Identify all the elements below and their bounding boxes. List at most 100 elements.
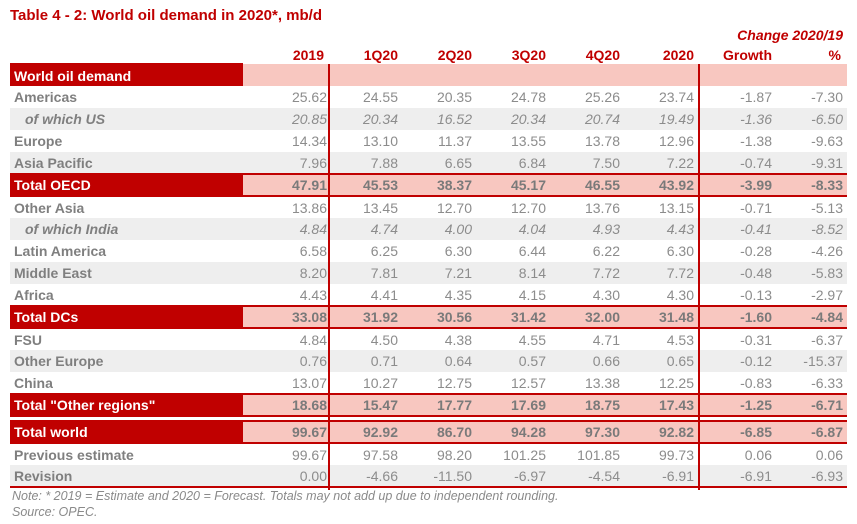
value-cell: 33.08 [243, 305, 330, 329]
value-cell: 23.74 [658, 89, 694, 105]
value-cell: 0.00 [243, 465, 330, 488]
value-cell: 13.45 [362, 199, 398, 216]
value-cell: 8.14 [478, 262, 552, 284]
value-cell: -4.66 [330, 465, 404, 488]
value-cell: 0.64 [404, 350, 478, 372]
table-row: Middle East 8.20 7.81 7.21 8.14 7.72 7.72 -0.48… [10, 262, 847, 284]
value-cell: 13.38 [584, 374, 620, 391]
value-cell: 101.85 [577, 446, 620, 463]
table-row: Total DCs 33.08 31.92 30.56 31.42 32.00 31.48-… [10, 305, 847, 329]
row-label: Total DCs [10, 305, 243, 329]
value-cell: 25.62 [291, 89, 327, 105]
value-cell [330, 64, 404, 86]
value-cell: 4.41 [370, 286, 398, 303]
value-cell: 4.43 [299, 286, 327, 303]
column-header: 1Q20 [363, 47, 398, 63]
row-label: Middle East [10, 262, 243, 284]
value-cell: -6.85 [700, 420, 778, 444]
value-cell: -4.26 [811, 243, 843, 259]
column-header-row: 2019 1Q20 2Q20 3Q20 4Q20 2020 Growth% [10, 44, 847, 64]
value-cell: 45.53 [330, 173, 404, 197]
value-cell: -11.50 [404, 465, 478, 488]
value-cell: 24.55 [362, 89, 398, 105]
value-cell: 16.52 [404, 108, 478, 130]
value-cell: -4.84 [778, 305, 847, 329]
value-cell: 94.28 [478, 420, 552, 444]
value-cell: -6.71 [778, 393, 847, 417]
value-cell: 4.35 [444, 286, 472, 303]
value-cell: 4.84 [243, 218, 330, 240]
value-cell: 0.66 [552, 350, 626, 372]
value-cell: 13.76 [584, 199, 620, 216]
table-row: of which India 4.84 4.74 4.00 4.04 4.93 4.43 -0… [10, 218, 847, 240]
value-cell: 8.20 [243, 262, 330, 284]
row-label: Latin America [14, 243, 107, 259]
value-cell: 18.68 [243, 393, 330, 417]
value-cell: 14.34 [291, 133, 327, 149]
value-cell: 6.30 [666, 243, 694, 259]
table-row: World oil demand [10, 62, 847, 86]
table-row: Revision 0.00 -4.66 -11.50 -6.97 -4.54 -6.91 -6… [10, 465, 847, 488]
value-cell: 45.17 [478, 173, 552, 197]
row-label: Revision [10, 465, 243, 488]
value-cell: 32.00 [552, 305, 626, 329]
vertical-divider-2019 [328, 64, 330, 490]
table-row: Americas 25.62 24.55 20.35 24.78 25.26 23.74 -1… [10, 86, 847, 108]
table-row: Previous estimate 99.67 97.58 98.20 101.25 10… [10, 443, 847, 465]
value-cell: -6.50 [778, 108, 847, 130]
value-cell: 20.74 [552, 108, 626, 130]
row-label: of which India [10, 218, 243, 240]
value-cell: -2.97 [811, 286, 843, 303]
value-cell: 12.25 [658, 374, 694, 391]
value-cell: 30.56 [404, 305, 478, 329]
table-row: Europe 14.34 13.10 11.37 13.55 13.78 12.96 -1.3… [10, 130, 847, 152]
note-text: Note: * 2019 = Estimate and 2020 = Forec… [12, 489, 559, 503]
value-cell: -6.87 [778, 420, 847, 444]
value-cell: -5.13 [811, 199, 843, 216]
value-cell: 99.67 [291, 446, 327, 463]
value-cell: -0.41 [700, 218, 778, 240]
value-cell: -0.48 [700, 262, 778, 284]
value-cell: -15.37 [778, 350, 847, 372]
value-cell: 4.00 [404, 218, 478, 240]
value-cell: 12.57 [510, 374, 546, 391]
value-cell: 7.96 [243, 152, 330, 174]
column-header: 2019 [292, 47, 324, 63]
value-cell: -7.30 [811, 89, 843, 105]
value-cell: 101.25 [503, 446, 546, 463]
value-cell: -1.36 [700, 108, 778, 130]
table-row: Africa 4.43 4.41 4.35 4.15 4.30 4.30 -0.13 -2.97 [10, 284, 847, 306]
oil-demand-table: 2019 1Q20 2Q20 3Q20 4Q20 2020 Growth% World oi… [10, 44, 847, 488]
oil-demand-table-wrap: 2019 1Q20 2Q20 3Q20 4Q20 2020 Growth% World oi… [10, 44, 847, 490]
column-header: 4Q20 [585, 47, 620, 63]
value-cell: 6.44 [518, 243, 546, 259]
value-cell: 38.37 [404, 173, 478, 197]
value-cell: 20.35 [436, 89, 472, 105]
value-cell: 4.04 [478, 218, 552, 240]
value-cell [700, 64, 778, 86]
value-cell: 98.20 [436, 446, 472, 463]
value-cell: 25.26 [584, 89, 620, 105]
row-label: China [14, 374, 53, 391]
row-label: of which US [10, 108, 243, 130]
table-row: Total OECD 47.91 45.53 38.37 45.17 46.55 43.92… [10, 173, 847, 197]
table-row: Asia Pacific 7.96 7.88 6.65 6.84 7.50 7.22 -0.7… [10, 152, 847, 174]
value-cell: -8.52 [778, 218, 847, 240]
value-cell: 18.75 [552, 393, 626, 417]
value-cell: 43.92 [626, 173, 700, 197]
column-header: 3Q20 [511, 47, 546, 63]
value-cell: -1.38 [740, 133, 772, 149]
value-cell: -9.63 [811, 133, 843, 149]
row-label: Asia Pacific [10, 152, 243, 174]
value-cell: 4.84 [299, 331, 327, 348]
value-cell: 13.07 [291, 374, 327, 391]
row-label: Europe [14, 133, 63, 149]
table-row: China 13.07 10.27 12.75 12.57 13.38 12.25 -0.83… [10, 372, 847, 394]
value-cell: 13.10 [362, 133, 398, 149]
value-cell: -1.87 [740, 89, 772, 105]
value-cell: 12.70 [510, 199, 546, 216]
value-cell: 31.42 [478, 305, 552, 329]
value-cell: 7.50 [552, 152, 626, 174]
column-header: 2020 [662, 47, 694, 63]
value-cell: 97.30 [552, 420, 626, 444]
